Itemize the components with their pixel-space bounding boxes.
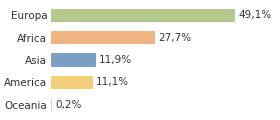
Bar xyxy=(52,53,96,67)
Bar xyxy=(52,31,155,44)
Text: 0,2%: 0,2% xyxy=(55,100,81,110)
Text: 49,1%: 49,1% xyxy=(238,10,271,20)
Text: 27,7%: 27,7% xyxy=(158,33,191,43)
Bar xyxy=(52,9,235,22)
Text: 11,9%: 11,9% xyxy=(99,55,132,65)
Bar xyxy=(52,76,93,89)
Text: 11,1%: 11,1% xyxy=(96,77,129,87)
